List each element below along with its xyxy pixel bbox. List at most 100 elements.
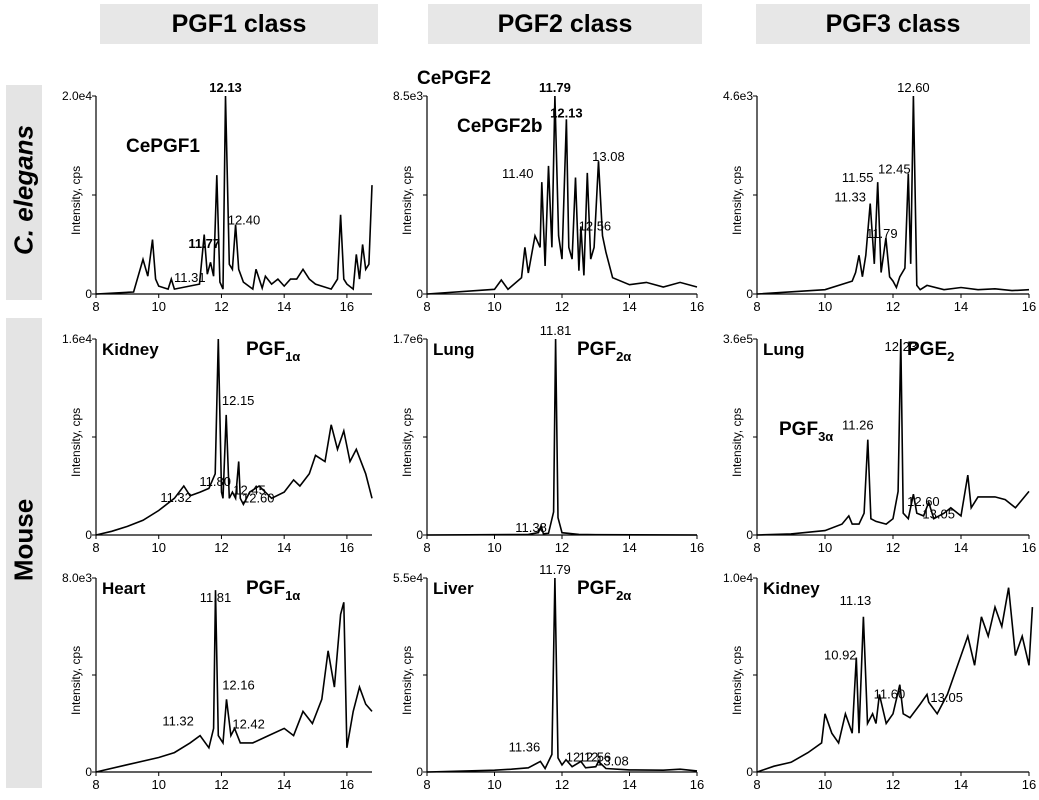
y-axis-label: Intensity, cps bbox=[400, 408, 414, 477]
x-tick-label: 10 bbox=[487, 777, 501, 792]
peak-label: 12.56 bbox=[579, 218, 612, 233]
row-label-box-celegans bbox=[6, 85, 42, 300]
peak-label: 12.13 bbox=[550, 105, 583, 120]
peak-label: 12.12 bbox=[566, 750, 599, 765]
x-tick-label: 12 bbox=[555, 777, 569, 792]
x-tick-label: 12 bbox=[214, 299, 228, 314]
panel-title-label: PGF1α bbox=[246, 339, 300, 364]
y-axis-label: Intensity, cps bbox=[69, 646, 83, 715]
x-tick-label: 8 bbox=[423, 777, 430, 792]
y-axis-label: Intensity, cps bbox=[69, 166, 83, 235]
x-tick-label: 12 bbox=[886, 777, 900, 792]
subscript: 2 bbox=[947, 349, 954, 364]
y-tick-label: 8.5e3 bbox=[393, 89, 423, 103]
y-axis-label: Intensity, cps bbox=[400, 646, 414, 715]
x-tick-label: 8 bbox=[423, 299, 430, 314]
x-tick-label: 16 bbox=[1022, 299, 1036, 314]
x-tick-label: 12 bbox=[214, 540, 228, 555]
peak-label: 11.79 bbox=[866, 226, 898, 241]
column-header-pgf3: PGF3 class bbox=[756, 4, 1030, 44]
chromatogram-trace bbox=[95, 338, 373, 536]
peak-label: 11.79 bbox=[539, 80, 571, 95]
panel-title-label: PGF2α bbox=[577, 578, 631, 603]
subscript: 3α bbox=[818, 429, 833, 444]
y-tick-label: 1.6e4 bbox=[62, 332, 92, 346]
x-tick-label: 16 bbox=[1022, 777, 1036, 792]
x-tick-label: 8 bbox=[92, 777, 99, 792]
chromatogram-trace bbox=[756, 587, 1034, 773]
peak-label: 12.45 bbox=[878, 161, 911, 176]
peak-label: 11.81 bbox=[200, 590, 232, 605]
panel-title-label: PGF2α bbox=[577, 339, 631, 364]
peak-label: 12.23 bbox=[885, 339, 918, 354]
y-tick-label: 8.0e3 bbox=[62, 571, 92, 585]
x-tick-label: 16 bbox=[690, 777, 704, 792]
x-tick-label: 12 bbox=[555, 540, 569, 555]
peak-label: 11.80 bbox=[199, 474, 231, 489]
panel-title-label: CePGF1 bbox=[126, 136, 200, 157]
chromatogram-trace bbox=[756, 95, 1030, 295]
panel-title-label: PGF3α bbox=[779, 419, 833, 444]
y-tick-label: 0 bbox=[416, 528, 423, 542]
x-tick-label: 10 bbox=[151, 777, 165, 792]
peak-label: 13.05 bbox=[922, 506, 955, 521]
peak-label: 12.40 bbox=[228, 213, 261, 228]
panel-title-label: PGE2 bbox=[907, 339, 954, 364]
panel-title-label: Heart bbox=[102, 579, 146, 598]
x-tick-label: 16 bbox=[340, 777, 354, 792]
y-tick-label: 0 bbox=[416, 765, 423, 779]
peak-label: 12.60 bbox=[907, 494, 940, 509]
y-tick-label: 0 bbox=[85, 765, 92, 779]
peak-label: 12.42 bbox=[232, 716, 265, 731]
peak-label: 12.60 bbox=[242, 490, 275, 505]
x-tick-label: 14 bbox=[277, 540, 291, 555]
peak-label: 10.92 bbox=[824, 648, 857, 663]
peak-label: 13.08 bbox=[596, 753, 629, 768]
y-tick-label: 1.7e6 bbox=[393, 332, 423, 346]
y-tick-label: 1.0e4 bbox=[723, 571, 753, 585]
panel-title-label: Kidney bbox=[763, 579, 820, 598]
x-tick-label: 16 bbox=[1022, 540, 1036, 555]
x-tick-label: 14 bbox=[622, 777, 636, 792]
x-tick-label: 14 bbox=[954, 540, 968, 555]
panel-title-label: CePGF2b bbox=[457, 116, 543, 137]
subscript: 2α bbox=[616, 349, 631, 364]
x-tick-label: 8 bbox=[92, 299, 99, 314]
y-tick-label: 0 bbox=[416, 287, 423, 301]
chromatogram-trace bbox=[95, 590, 373, 773]
y-tick-label: 0 bbox=[746, 765, 753, 779]
peak-label: 12.45 bbox=[233, 482, 266, 497]
peak-label: 12.60 bbox=[897, 80, 930, 95]
row-label-box-mouse bbox=[6, 318, 42, 788]
peak-label: 12.16 bbox=[222, 677, 255, 692]
y-axis-label: Intensity, cps bbox=[730, 646, 744, 715]
panel-title-label: Kidney bbox=[102, 340, 159, 359]
peak-label: 12.13 bbox=[209, 80, 242, 95]
peak-label: 13.08 bbox=[592, 149, 625, 164]
x-tick-label: 12 bbox=[886, 299, 900, 314]
x-tick-label: 10 bbox=[151, 299, 165, 314]
peak-label: 11.32 bbox=[162, 714, 194, 729]
chromatogram-trace bbox=[756, 338, 1030, 536]
panel-title-label: Lung bbox=[763, 340, 805, 359]
x-tick-label: 14 bbox=[622, 299, 636, 314]
x-tick-label: 14 bbox=[954, 299, 968, 314]
chromatogram-trace bbox=[426, 577, 698, 773]
peak-label: 11.81 bbox=[540, 323, 572, 338]
peak-label: 11.60 bbox=[874, 686, 906, 701]
column-header-pgf1: PGF1 class bbox=[100, 4, 378, 44]
peak-label: 11.26 bbox=[842, 418, 874, 433]
y-tick-label: 0 bbox=[85, 528, 92, 542]
peak-label: 11.55 bbox=[842, 170, 874, 185]
x-tick-label: 10 bbox=[818, 777, 832, 792]
peak-label: 13.05 bbox=[930, 690, 963, 705]
x-tick-label: 16 bbox=[340, 299, 354, 314]
y-tick-label: 0 bbox=[746, 528, 753, 542]
panel-title-label: CePGF2 bbox=[417, 68, 491, 89]
y-tick-label: 5.5e4 bbox=[393, 571, 423, 585]
y-tick-label: 3.6e5 bbox=[723, 332, 753, 346]
x-tick-label: 12 bbox=[886, 540, 900, 555]
x-tick-label: 10 bbox=[487, 540, 501, 555]
x-tick-label: 10 bbox=[151, 540, 165, 555]
